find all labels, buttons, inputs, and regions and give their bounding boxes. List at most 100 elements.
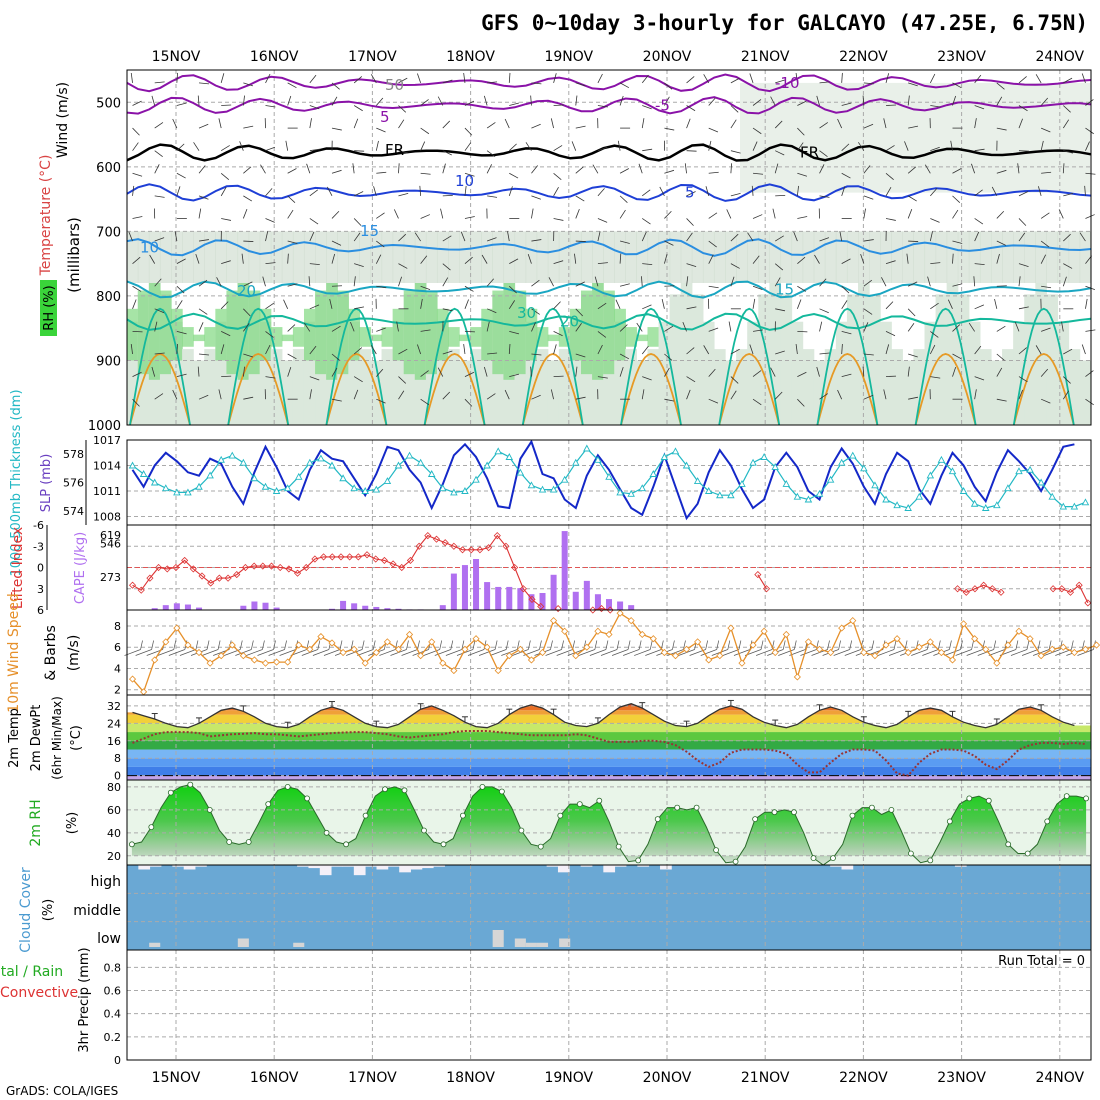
wind-barb xyxy=(752,329,763,332)
wind-barb xyxy=(331,253,336,264)
wind10m-barb xyxy=(494,640,498,650)
wind-barb xyxy=(597,105,608,108)
thickness-point xyxy=(139,470,148,477)
wind10m-point xyxy=(627,617,635,625)
wind-barb xyxy=(904,141,909,151)
wind-barb xyxy=(176,102,187,106)
rh-point xyxy=(382,786,388,793)
temp-band xyxy=(127,703,1091,706)
wind-barb xyxy=(592,164,599,174)
wind10m-barb xyxy=(312,649,330,656)
wind-barb xyxy=(239,141,244,151)
wind-barb xyxy=(575,125,586,129)
wind10m-barb xyxy=(1037,640,1041,650)
wind-barb xyxy=(265,302,274,310)
wind-barb xyxy=(483,95,488,106)
wind-barb xyxy=(996,211,1005,219)
rh-point xyxy=(1063,793,1070,799)
wind-barb xyxy=(370,345,377,355)
wind-barb xyxy=(863,394,874,400)
rh-shade-moist xyxy=(182,327,194,347)
wind10m-barb xyxy=(450,640,454,650)
rh-shade-mid xyxy=(270,231,283,283)
wind-barb xyxy=(309,105,320,110)
rh-shade-mid xyxy=(359,231,372,283)
rh-shade-low xyxy=(802,349,815,425)
wind-barb xyxy=(1040,97,1049,106)
cape-bar xyxy=(162,605,169,610)
wind-barb xyxy=(996,169,1007,174)
wind-barb xyxy=(705,186,710,196)
cloud-high-bar xyxy=(172,865,185,867)
wind-barb xyxy=(331,367,338,377)
rh-shade-mid xyxy=(525,231,538,283)
wind-barb xyxy=(442,263,451,271)
wind-barb xyxy=(619,195,628,203)
rh-shade-mid xyxy=(1046,231,1059,283)
wind-barb xyxy=(1040,127,1051,133)
wind10m-barb xyxy=(434,649,451,656)
wind-barb xyxy=(354,306,365,310)
wind-barb xyxy=(686,376,696,383)
wind-barb xyxy=(575,353,586,358)
wind-barb xyxy=(841,102,852,106)
rh-shade-mid xyxy=(680,231,693,283)
wind-barb xyxy=(398,390,405,400)
wind-barb xyxy=(708,327,719,332)
wind-barb xyxy=(527,254,532,264)
wind-barb xyxy=(198,322,204,332)
date-label-top: 21NOV xyxy=(741,49,790,65)
wind-barb xyxy=(265,73,271,84)
wind10m-point xyxy=(450,666,458,675)
wind10m-point xyxy=(494,666,502,675)
date-label-top: 17NOV xyxy=(348,49,397,65)
rh-shade-low xyxy=(869,294,881,425)
wind-barb xyxy=(1018,306,1029,310)
wind-barb xyxy=(996,325,1006,332)
wind10m-point xyxy=(184,641,192,649)
wind-barb xyxy=(615,299,621,309)
wind10m-point xyxy=(383,638,391,646)
contour-label: 30 xyxy=(517,304,536,322)
rh-point xyxy=(362,812,369,819)
wind-barb xyxy=(265,188,273,197)
rh-shade-mid xyxy=(1035,231,1047,283)
label-total-rain: Total / Rain xyxy=(0,964,63,980)
wind10m-point xyxy=(483,643,491,651)
wind10m-barb xyxy=(888,649,906,656)
wind-barb xyxy=(816,366,820,377)
li-tick-label: 0 xyxy=(37,562,44,575)
cape-bar xyxy=(251,601,258,610)
rh-shade-low xyxy=(1068,349,1081,425)
wind10m-barb xyxy=(1082,640,1085,650)
wind-barb xyxy=(974,118,977,129)
cloud-low-bar xyxy=(237,938,249,947)
wind-barb xyxy=(863,208,866,219)
cloud-high-bar xyxy=(580,865,593,867)
thickness-point xyxy=(837,458,846,466)
wind10m-point xyxy=(405,630,414,639)
wind10m-point xyxy=(538,648,547,657)
wind10m-barb xyxy=(201,649,219,656)
wind-barb xyxy=(597,331,607,338)
wind-barb xyxy=(730,233,739,242)
rh-shade-mid xyxy=(858,231,870,283)
wind-barb xyxy=(220,186,227,197)
rh-shade-low xyxy=(702,321,715,425)
wind-barb xyxy=(464,285,474,292)
wind-barb xyxy=(774,391,783,400)
wind10m-point xyxy=(372,648,380,657)
lifted-index-point xyxy=(163,565,171,573)
temp-tick-label: 24 xyxy=(107,717,121,730)
rh-shade-low xyxy=(725,360,737,425)
thickness-point xyxy=(704,487,713,494)
thickness-point xyxy=(904,504,912,511)
wind-barb xyxy=(1063,105,1071,113)
wind-barb xyxy=(308,276,311,287)
wind-barb xyxy=(550,389,554,400)
wind-barb xyxy=(1085,172,1096,175)
lifted-index-point xyxy=(1058,585,1066,593)
rh-shade-low xyxy=(359,349,372,425)
wind-barb xyxy=(1085,370,1094,377)
wind-barb xyxy=(772,208,776,219)
